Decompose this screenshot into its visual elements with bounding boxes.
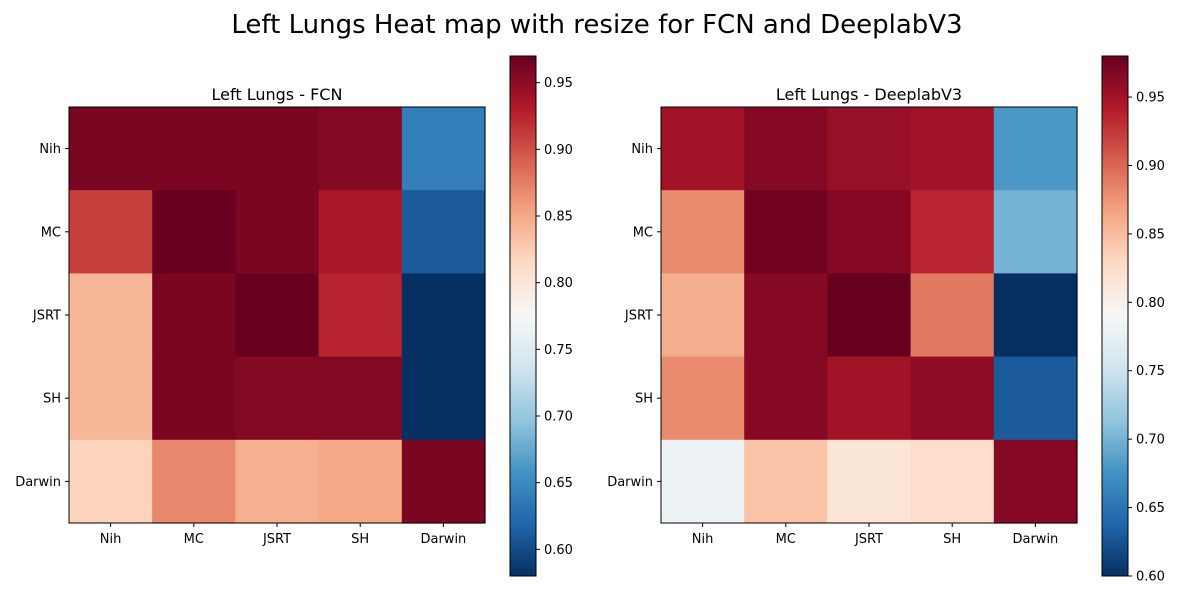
x-tick-label: MC <box>184 532 204 547</box>
colorbar-tick-label: 0.90 <box>1136 159 1165 174</box>
heatmap-cell <box>993 273 1078 358</box>
x-tick-label: Darwin <box>1012 532 1058 547</box>
heatmap-cell <box>235 107 320 191</box>
x-tick-label: Nih <box>100 532 122 547</box>
colorbar-tick-label: 0.90 <box>544 143 573 158</box>
heatmap-cell <box>69 107 153 191</box>
heatmap-cell <box>401 190 486 274</box>
heatmap-panel-deeplabv3: Left Lungs - DeeplabV3 Nih MC JSRT SH Darwin N… <box>607 55 1165 585</box>
heatmap-cell <box>235 273 320 358</box>
heatmap-cell <box>152 190 236 274</box>
heatmap-cell <box>69 190 153 274</box>
y-tick-label: SH <box>635 392 653 407</box>
heatmap-cell <box>827 356 912 441</box>
colorbar-tick-label: 0.70 <box>544 410 573 425</box>
y-tick-label: SH <box>43 392 61 407</box>
heatmap-cell <box>152 439 236 524</box>
x-tick-label: JSRT <box>854 532 883 547</box>
heatmap-cell <box>152 273 236 358</box>
heatmap-cell <box>69 273 153 358</box>
y-tick-label: Darwin <box>15 475 61 490</box>
heatmap-cell <box>910 190 995 274</box>
colorbar-tick-label: 0.95 <box>544 76 573 91</box>
heatmap-panel-fcn: Left Lungs - FCN Nih MC JSRT SH Darwin Nih MC JS… <box>15 55 573 577</box>
heatmap-cell <box>318 190 403 274</box>
axis-title: Left Lungs - FCN <box>212 85 343 104</box>
y-tick-label: MC <box>41 225 61 240</box>
heatmap-cell <box>318 439 403 524</box>
colorbar-tick-label: 0.75 <box>544 343 573 358</box>
heatmap-cell <box>827 439 912 524</box>
x-tick-label: Nih <box>692 532 714 547</box>
colorbar-tick-label: 0.80 <box>1136 296 1165 311</box>
heatmap-cell <box>744 439 828 524</box>
y-tick-label: JSRT <box>32 309 61 324</box>
colorbar-tick-label: 0.85 <box>544 210 573 225</box>
heatmap-cell <box>318 356 403 441</box>
y-tick-label: JSRT <box>624 309 653 324</box>
colorbar <box>509 55 537 577</box>
heatmap-cell <box>318 107 403 191</box>
heatmap-cell <box>827 190 912 274</box>
x-tick-label: JSRT <box>262 532 291 547</box>
heatmap-cell <box>827 273 912 358</box>
heatmap-cell <box>235 356 320 441</box>
heatmap-cell <box>661 439 745 524</box>
y-tick-label: Nih <box>631 142 653 157</box>
colorbar-tick-label: 0.60 <box>1136 570 1165 585</box>
heatmap-cell <box>827 107 912 191</box>
heatmap-cell <box>661 273 745 358</box>
x-tick-label: SH <box>351 532 369 547</box>
y-tick-label: Nih <box>39 142 61 157</box>
heatmap-cell <box>152 356 236 441</box>
heatmap-cell <box>661 356 745 441</box>
heatmap-cell <box>235 190 320 274</box>
heatmap-cell <box>910 107 995 191</box>
heatmap-cell <box>69 439 153 524</box>
colorbar-tick-label: 0.85 <box>1136 227 1165 242</box>
heatmap-cell <box>744 356 828 441</box>
heatmap-cell <box>401 439 486 524</box>
colorbar-tick-label: 0.65 <box>544 476 573 491</box>
heatmap-cell <box>661 190 745 274</box>
heatmap-cell <box>910 356 995 441</box>
colorbar-tick-label: 0.80 <box>544 276 573 291</box>
heatmap-cell <box>910 439 995 524</box>
heatmap-cell <box>401 273 486 358</box>
heatmap-cell <box>152 107 236 191</box>
heatmap-cell <box>235 439 320 524</box>
colorbar-tick-label: 0.70 <box>1136 433 1165 448</box>
heatmap-cell <box>401 107 486 191</box>
x-tick-label: MC <box>776 532 796 547</box>
colorbar-tick-label: 0.60 <box>544 543 573 558</box>
y-tick-label: Darwin <box>607 475 653 490</box>
heatmap-cell <box>69 356 153 441</box>
colorbar-tick-label: 0.95 <box>1136 91 1165 106</box>
x-tick-label: Darwin <box>420 532 466 547</box>
y-tick-label: MC <box>633 225 653 240</box>
heatmap-cell <box>318 273 403 358</box>
heatmap-cell <box>744 273 828 358</box>
x-tick-label: SH <box>943 532 961 547</box>
heatmap-cell <box>744 107 828 191</box>
heatmap-cell <box>661 107 745 191</box>
heatmap-cell <box>744 190 828 274</box>
heatmap-cell <box>993 439 1078 524</box>
heatmap-cell <box>993 107 1078 191</box>
heatmap-cell <box>910 273 995 358</box>
colorbar <box>1101 55 1129 577</box>
heatmap-cell <box>401 356 486 441</box>
colorbar-tick-label: 0.75 <box>1136 364 1165 379</box>
figure-title: Left Lungs Heat map with resize for FCN … <box>231 10 962 40</box>
heatmap-cell <box>993 356 1078 441</box>
heatmap-cell <box>993 190 1078 274</box>
axis-title: Left Lungs - DeeplabV3 <box>776 85 962 104</box>
colorbar-tick-label: 0.65 <box>1136 501 1165 516</box>
